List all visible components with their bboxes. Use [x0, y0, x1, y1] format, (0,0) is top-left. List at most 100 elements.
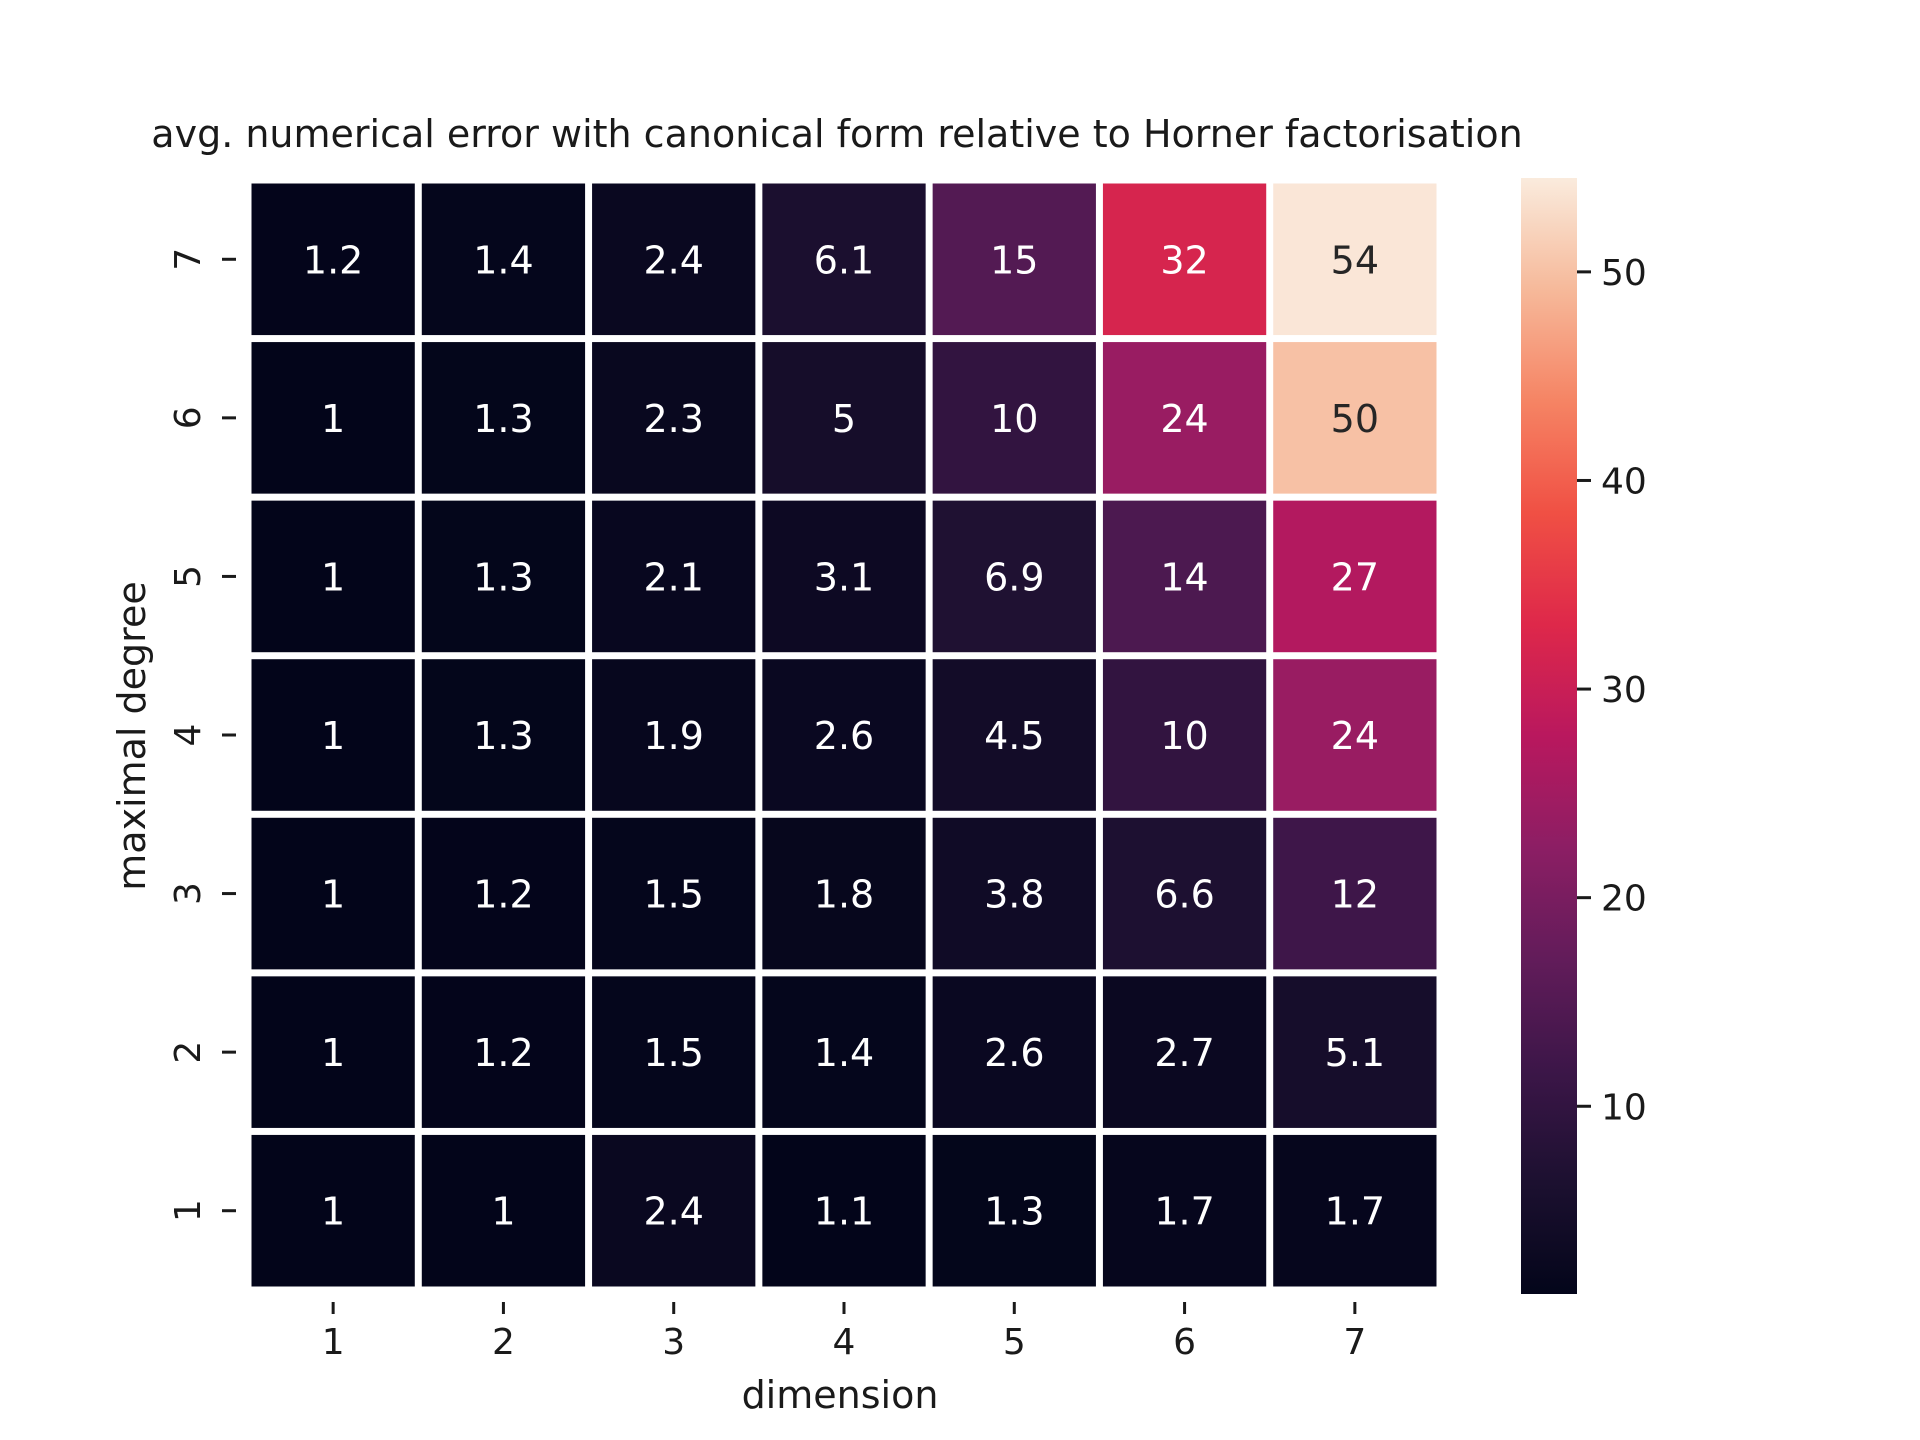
heatmap-cell-r7-c4: [762, 1134, 926, 1287]
x-tick-label: 1: [322, 1322, 345, 1363]
cell-label: 1: [491, 1190, 515, 1234]
cell-label: 12: [1331, 873, 1379, 917]
cell-label: 2.6: [984, 1031, 1044, 1075]
cell-label: 3.8: [984, 873, 1044, 917]
heatmap-cell-r3-c6: [1102, 500, 1267, 653]
chart-title: avg. numerical error with canonical form…: [151, 112, 1522, 156]
heatmap-cell-r6-c2: [421, 976, 586, 1128]
heatmap-cell-r5-c1: [251, 817, 415, 970]
heatmap-cell-r7-c3: [592, 1134, 756, 1287]
cell-label: 24: [1160, 397, 1208, 441]
heatmap-cell-r7-c1: [251, 1134, 415, 1287]
cell-label: 1: [321, 555, 345, 599]
cell-label: 1.7: [1154, 1190, 1214, 1234]
cell-label: 1.3: [473, 714, 533, 758]
cell-label: 15: [990, 238, 1038, 282]
cell-label: 1: [321, 1031, 345, 1075]
heatmap-cell-r2-c3: [592, 342, 756, 494]
heatmap-cell-r1-c4: [762, 183, 926, 336]
cell-label: 24: [1331, 714, 1379, 758]
cell-label: 32: [1160, 238, 1208, 282]
colorbar-tick-label: 40: [1601, 461, 1647, 502]
cell-label: 1.9: [643, 714, 703, 758]
heatmap-cell-r6-c4: [762, 976, 926, 1128]
cell-label: 14: [1160, 555, 1208, 599]
cell-label: 50: [1331, 397, 1379, 441]
cell-label: 4.5: [984, 714, 1044, 758]
heatmap-cell-r1-c1: [251, 183, 415, 336]
colorbar: 10 20 30 40 50: [1521, 178, 1647, 1294]
colorbar-tick-label: 30: [1601, 670, 1647, 711]
heatmap-cell-r1-c5: [932, 183, 1096, 336]
heatmap-cell-r2-c6: [1102, 342, 1267, 494]
x-tick-label: 4: [833, 1322, 856, 1363]
heatmap-cell-r4-c7: [1273, 659, 1437, 811]
cell-label: 1.5: [643, 873, 703, 917]
heatmap-cell-r3-c7: [1273, 500, 1437, 653]
cell-label: 2.7: [1154, 1031, 1214, 1075]
heatmap-cell-r2-c4: [762, 342, 926, 494]
heatmap-cells: 1.2 1.4 2.4 6.1 15 32 54 1 1.3 2.3 5 10 24 50 1 1.3 2.1 3…: [251, 183, 1437, 1287]
cell-label: 27: [1331, 555, 1379, 599]
cell-label: 1.2: [473, 1031, 533, 1075]
cell-label: 1.4: [473, 238, 533, 282]
cell-label: 1: [321, 714, 345, 758]
cell-label: 1.3: [473, 555, 533, 599]
heatmap-cell-r4-c6: [1102, 659, 1267, 811]
x-tick-label: 6: [1173, 1322, 1196, 1363]
cell-label: 1: [321, 397, 345, 441]
heatmap-cell-r1-c7: [1273, 183, 1437, 336]
heatmap-cell-r2-c1: [251, 342, 415, 494]
cell-label: 2.6: [814, 714, 874, 758]
cell-label: 2.1: [643, 555, 703, 599]
heatmap-cell-r3-c2: [421, 500, 586, 653]
heatmap-cell-r4-c4: [762, 659, 926, 811]
heatmap-cell-r7-c5: [932, 1134, 1096, 1287]
cell-label: 1.4: [814, 1031, 874, 1075]
cell-label: 10: [990, 397, 1038, 441]
heatmap-cell-r5-c5: [932, 817, 1096, 970]
y-tick-label: 5: [168, 565, 209, 588]
heatmap-cell-r2-c7: [1273, 342, 1437, 494]
heatmap-cell-r7-c6: [1102, 1134, 1267, 1287]
heatmap-cell-r1-c6: [1102, 183, 1267, 336]
cell-label: 1.3: [473, 397, 533, 441]
colorbar-tick-label: 10: [1601, 1087, 1647, 1128]
x-tick-label: 7: [1343, 1322, 1366, 1363]
heatmap-cell-r2-c2: [421, 342, 586, 494]
y-tick-label: 1: [168, 1199, 209, 1222]
heatmap-cell-r4-c3: [592, 659, 756, 811]
x-tick-label: 5: [1003, 1322, 1026, 1363]
heatmap-cell-r5-c2: [421, 817, 586, 970]
cell-label: 10: [1160, 714, 1208, 758]
y-axis-label: maximal degree: [110, 581, 154, 890]
cell-label: 6.9: [984, 555, 1044, 599]
cell-label: 1.2: [473, 873, 533, 917]
y-tick-label: 4: [168, 724, 209, 747]
heatmap-cell-r1-c2: [421, 183, 586, 336]
heatmap-cell-r5-c6: [1102, 817, 1267, 970]
heatmap-cell-r6-c1: [251, 976, 415, 1128]
cell-label: 1.8: [814, 873, 874, 917]
cell-label: 1: [321, 1190, 345, 1234]
heatmap-cell-r3-c4: [762, 500, 926, 653]
cell-label: 1.1: [814, 1190, 874, 1234]
y-tick-label: 6: [168, 406, 209, 429]
x-axis-label: dimension: [742, 1373, 939, 1417]
y-tick-label: 2: [168, 1041, 209, 1064]
heatmap-cell-r7-c2: [421, 1134, 586, 1287]
heatmap-cell-r1-c3: [592, 183, 756, 336]
x-tick-label: 3: [662, 1322, 685, 1363]
cell-label: 1.3: [984, 1190, 1044, 1234]
cell-label: 3.1: [814, 555, 874, 599]
heatmap-cell-r3-c3: [592, 500, 756, 653]
y-tick-label: 7: [168, 248, 209, 271]
cell-label: 54: [1331, 238, 1379, 282]
colorbar-tick-label: 20: [1601, 879, 1647, 920]
heatmap-cell-r3-c1: [251, 500, 415, 653]
cell-label: 1.5: [643, 1031, 703, 1075]
cell-label: 1.2: [303, 238, 363, 282]
cell-label: 5.1: [1325, 1031, 1385, 1075]
heatmap-cell-r4-c2: [421, 659, 586, 811]
cell-label: 2.4: [643, 238, 703, 282]
